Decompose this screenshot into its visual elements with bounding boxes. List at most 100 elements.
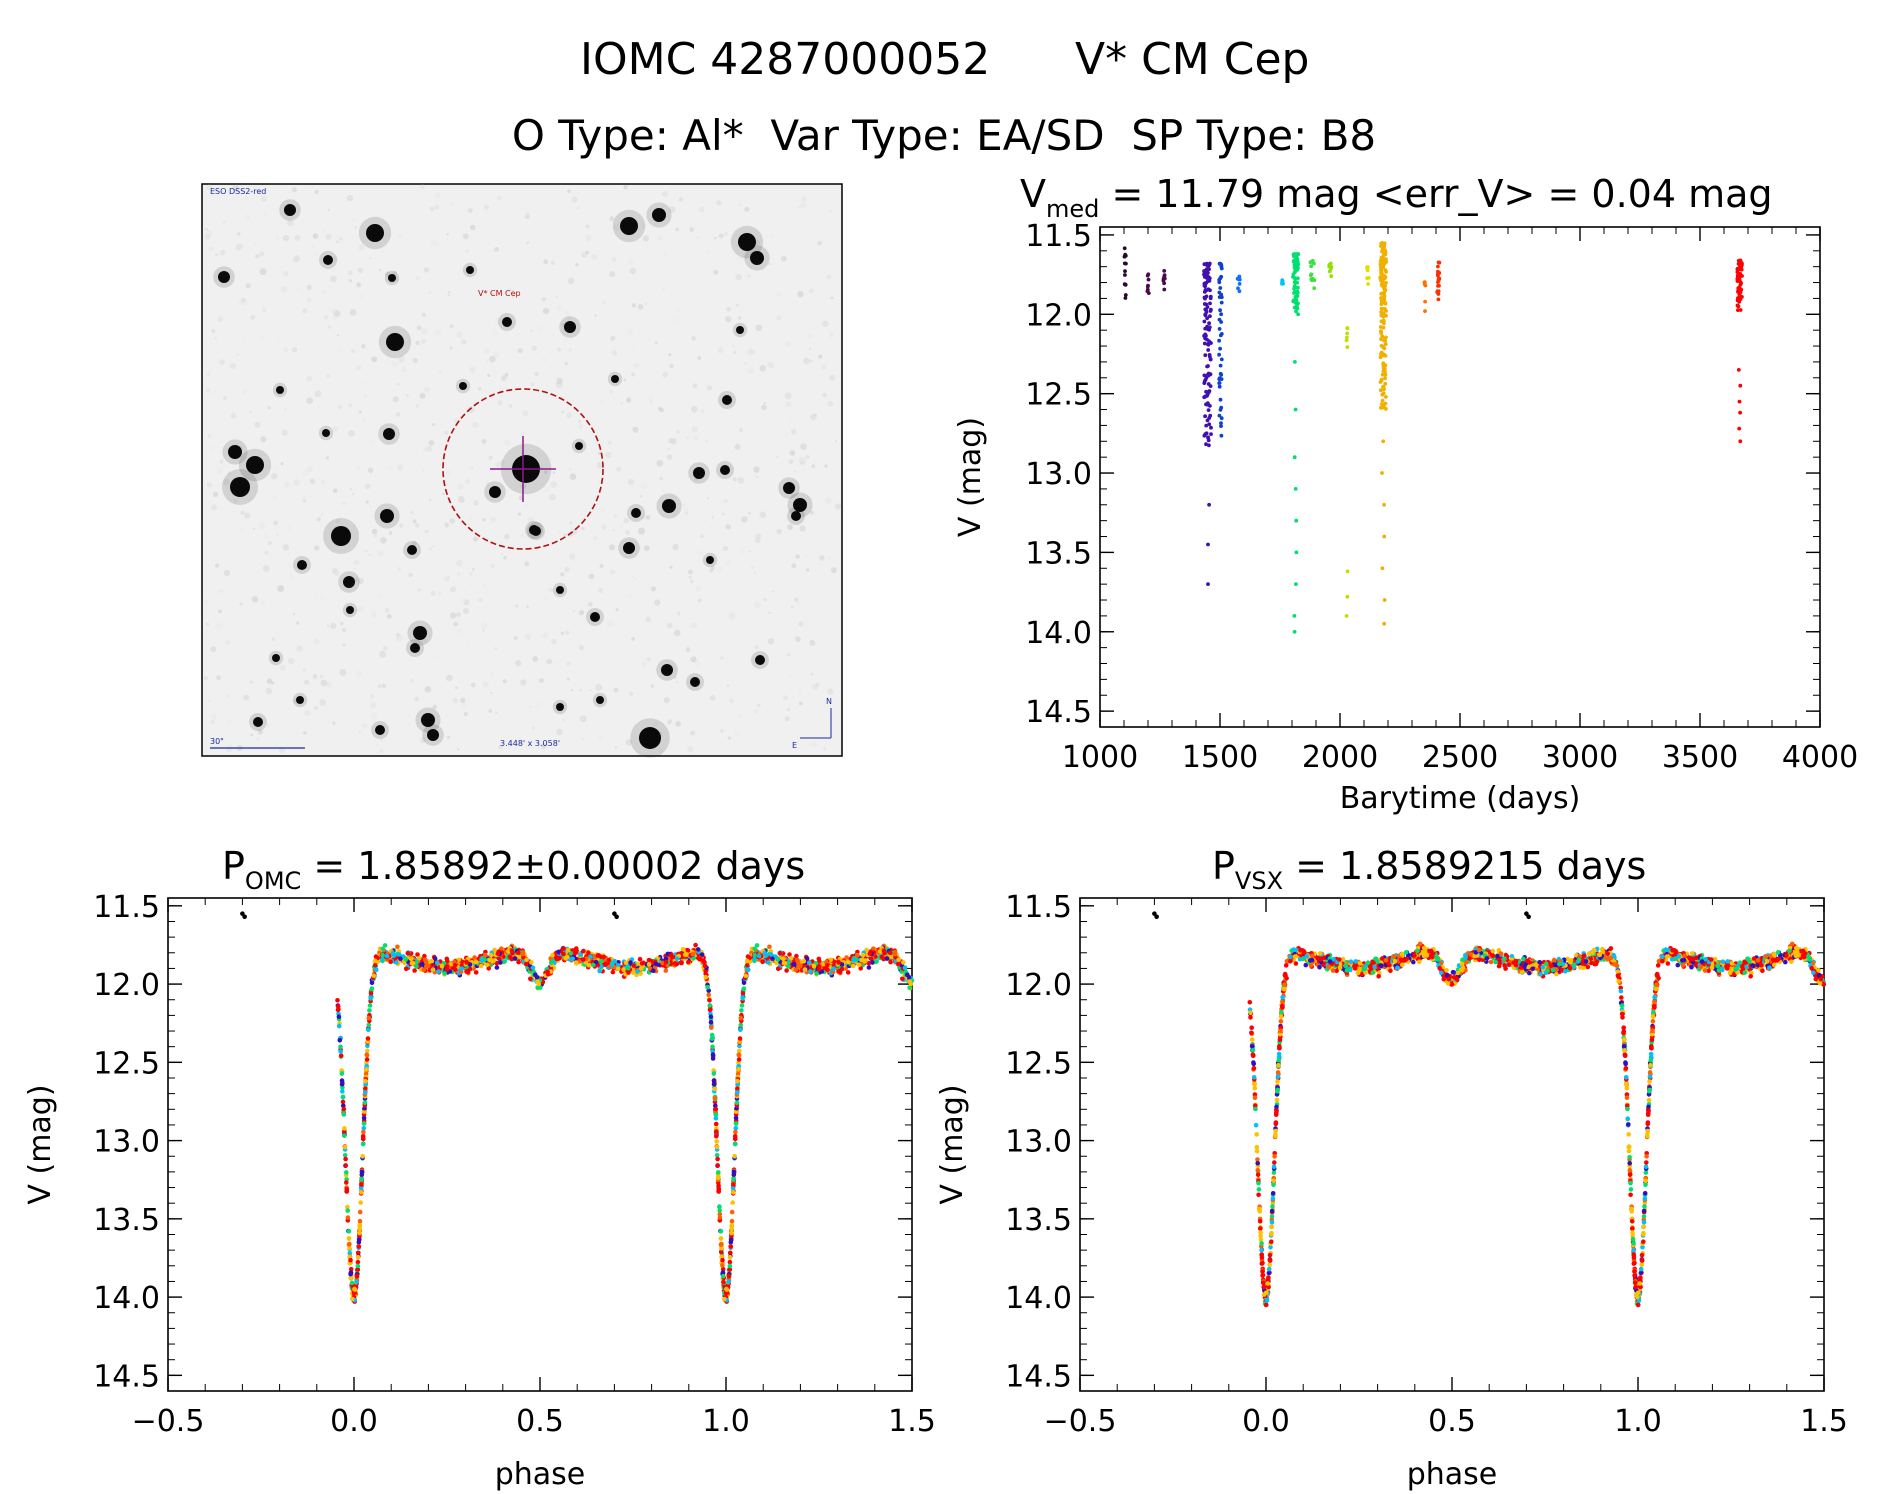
- phase-omc-point: [536, 981, 542, 987]
- phase-omc-point: [363, 1090, 368, 1095]
- sky-noise-blob: [330, 622, 337, 630]
- phase-omc-point: [556, 949, 561, 955]
- sky-noise-blob: [834, 440, 837, 443]
- sky-noise-blob: [629, 267, 637, 275]
- sky-noise-blob: [735, 303, 740, 308]
- phase-vsx-point: [1628, 1187, 1634, 1192]
- sky-noise-blob: [560, 572, 565, 577]
- phase-omc-point: [707, 1003, 713, 1008]
- phase-omc-point: [356, 1250, 361, 1256]
- sky-noise-blob: [669, 565, 673, 569]
- lightcurve-point: [1310, 259, 1315, 264]
- phase-omc-point: [739, 1008, 744, 1013]
- sky-noise-blob: [835, 503, 841, 510]
- sky-noise-blob: [686, 436, 690, 440]
- star: [611, 375, 619, 383]
- star: [791, 511, 801, 521]
- phase-omc-point: [482, 953, 488, 958]
- sky-noise-blob: [357, 267, 364, 274]
- sky-noise-blob: [495, 711, 498, 715]
- phase-omc-point: [388, 959, 393, 965]
- sky-noise-blob: [245, 670, 248, 673]
- sky-noise-blob: [432, 704, 437, 709]
- sky-noise-blob: [805, 454, 810, 459]
- sky-noise-blob: [558, 531, 561, 535]
- sky-noise-blob: [626, 397, 632, 403]
- sky-noise-blob: [578, 424, 583, 429]
- lightcurve-point: [1208, 294, 1213, 299]
- phase-omc-point: [701, 959, 706, 965]
- sky-noise-blob: [484, 348, 490, 354]
- star: [502, 317, 512, 327]
- lightcurve-point: [1378, 325, 1383, 329]
- phase-omc-point: [349, 1280, 355, 1286]
- lightcurve-point: [1738, 280, 1743, 285]
- sky-noise-blob: [293, 255, 301, 262]
- star: [750, 251, 764, 265]
- sky-noise-blob: [371, 356, 378, 363]
- phase-omc-point: [557, 955, 562, 961]
- phase-omc-point: [737, 1048, 742, 1054]
- star: [410, 643, 420, 653]
- sky-noise-blob: [301, 469, 309, 477]
- star: [366, 224, 384, 242]
- sky-noise-blob: [539, 678, 544, 683]
- sky-noise-blob: [223, 483, 231, 491]
- phase-omc-point: [802, 967, 808, 972]
- sky-noise-blob: [827, 688, 834, 695]
- phase-omc-point: [472, 955, 477, 960]
- sky-noise-blob: [259, 686, 263, 689]
- phase-omc-point: [715, 1163, 720, 1168]
- sky-noise-blob: [667, 447, 670, 450]
- lightcurve-point: [1295, 267, 1300, 272]
- phase-omc-point: [807, 960, 812, 966]
- sky-noise-blob: [674, 676, 677, 679]
- phase-omc-point: [343, 1156, 348, 1162]
- sky-noise-blob: [711, 516, 714, 519]
- sky-noise-blob: [784, 341, 791, 348]
- sky-noise-blob: [802, 606, 806, 610]
- sky-noise-blob: [374, 534, 378, 538]
- sky-noise-blob: [481, 439, 487, 444]
- sky-noise-blob: [552, 471, 556, 474]
- sky-noise-blob: [623, 424, 628, 429]
- lightcurve-point: [1381, 439, 1386, 444]
- sky-noise-blob: [830, 567, 837, 574]
- sky-noise-blob: [457, 483, 464, 490]
- phase-omc-point: [884, 956, 890, 961]
- phase-omc-point: [380, 956, 385, 962]
- phase-vsx-point: [1619, 995, 1624, 1000]
- sky-noise-blob: [379, 269, 382, 272]
- phase-omc-point: [396, 952, 402, 957]
- sky-noise-blob: [601, 507, 606, 513]
- lightcurve-ytick-label: 14.0: [1025, 616, 1092, 651]
- lightcurve-point: [1204, 276, 1209, 280]
- lightcurve-point: [1329, 265, 1334, 269]
- sky-noise-blob: [428, 547, 433, 551]
- sky-noise-blob: [245, 283, 251, 289]
- sky-noise-blob: [759, 365, 767, 372]
- lightcurve-point: [1738, 258, 1743, 263]
- sky-noise-blob: [447, 294, 450, 297]
- sky-noise-blob: [250, 315, 256, 320]
- sky-noise-blob: [669, 469, 675, 475]
- sky-noise-blob: [467, 406, 475, 414]
- phase-omc-xtick-label: 0.5: [516, 1404, 564, 1439]
- star: [297, 560, 307, 570]
- phase-omc-point: [845, 970, 851, 975]
- sky-noise-blob: [564, 362, 568, 366]
- sky-noise-blob: [788, 459, 794, 465]
- sky-noise-blob: [541, 297, 546, 302]
- lightcurve-point: [1207, 443, 1211, 448]
- sky-noise-blob: [565, 630, 570, 635]
- sky-noise-blob: [667, 721, 671, 725]
- star: [623, 542, 635, 554]
- sky-noise-blob: [771, 590, 775, 593]
- phase-omc-point: [467, 962, 473, 967]
- sky-noise-blob: [747, 348, 755, 356]
- phase-omc-point: [647, 966, 653, 971]
- star: [230, 477, 250, 497]
- target-circle: [442, 388, 604, 550]
- lightcurve-point: [1382, 621, 1387, 626]
- lightcurve-point: [1209, 425, 1213, 430]
